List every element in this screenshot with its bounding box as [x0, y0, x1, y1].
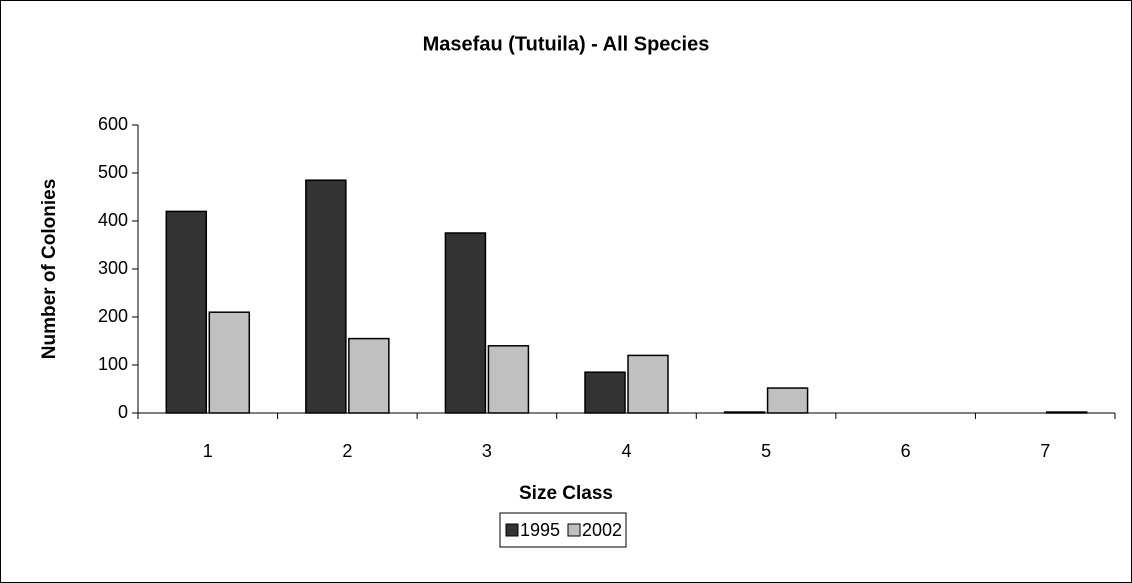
y-tick-label: 600: [98, 114, 128, 134]
y-tick-label: 200: [98, 306, 128, 326]
bar: [766, 387, 809, 414]
legend-swatch: [505, 523, 519, 537]
bar: [165, 210, 208, 414]
y-tick-label: 400: [98, 210, 128, 230]
x-tick-label: 4: [621, 441, 631, 461]
x-tick-label: 7: [1040, 441, 1050, 461]
legend-swatch: [567, 523, 581, 537]
x-tick-label: 2: [342, 441, 352, 461]
y-tick-label: 500: [98, 162, 128, 182]
x-tick-label: 3: [482, 441, 492, 461]
y-tick-label: 100: [98, 354, 128, 374]
x-tick-label: 6: [901, 441, 911, 461]
bar: [444, 232, 487, 414]
legend-label: 2002: [582, 520, 622, 540]
x-axis-label: Size Class: [519, 483, 613, 504]
bar: [584, 371, 626, 414]
bar: [208, 311, 251, 414]
x-tick-label: 5: [761, 441, 771, 461]
bar: [723, 411, 766, 414]
y-tick-label: 0: [118, 402, 128, 422]
y-axis-label: Number of Colonies: [39, 179, 60, 360]
bar: [348, 337, 390, 414]
bar: [305, 179, 347, 414]
chart-title: Masefau (Tutuila) - All Species: [423, 33, 710, 55]
bar: [487, 345, 530, 414]
x-tick-label: 1: [203, 441, 213, 461]
legend-label: 1995: [520, 520, 560, 540]
y-tick-label: 300: [98, 258, 128, 278]
legend-box: [499, 512, 627, 548]
bar: [627, 354, 669, 414]
bar: [1045, 411, 1088, 414]
